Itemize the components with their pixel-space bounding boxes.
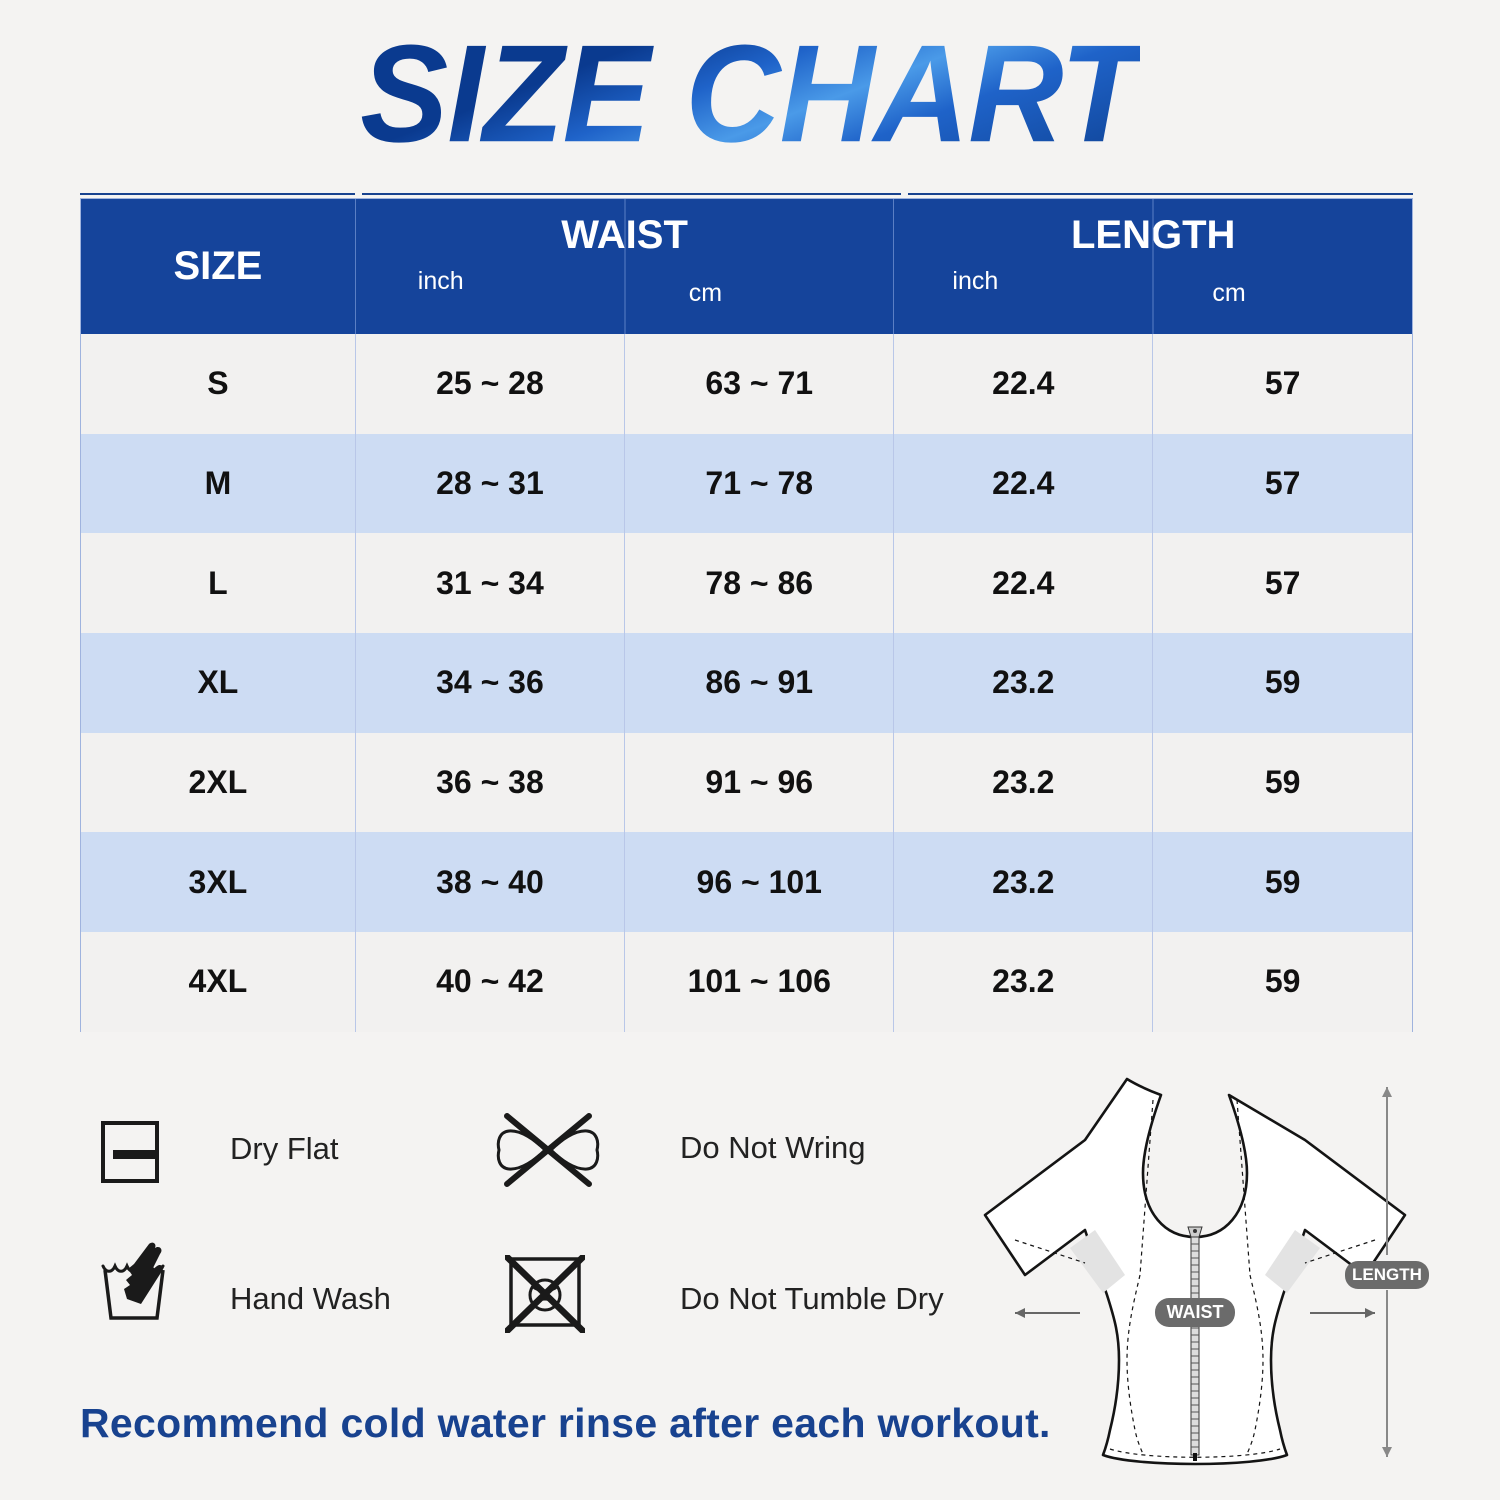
svg-text:LENGTH: LENGTH (1352, 1265, 1422, 1284)
svg-text:WAIST: WAIST (1167, 1302, 1224, 1322)
